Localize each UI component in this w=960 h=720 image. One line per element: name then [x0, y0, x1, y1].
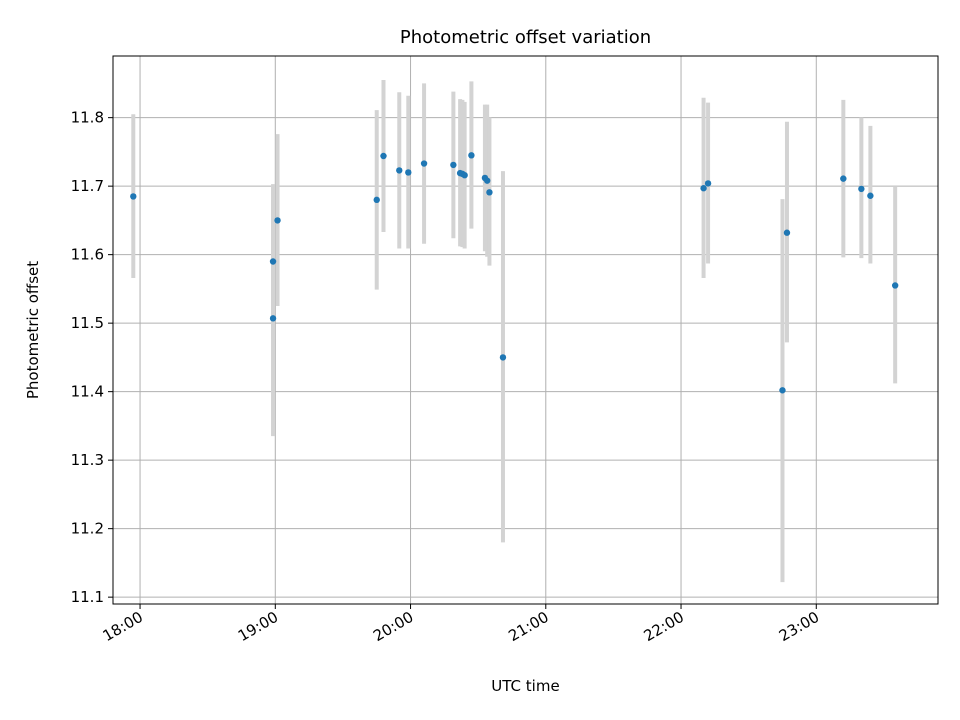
- data-points: [130, 152, 899, 394]
- data-point: [858, 185, 865, 193]
- data-point: [704, 180, 712, 187]
- y-tick-label: 11.8: [71, 109, 104, 127]
- data-point: [891, 282, 899, 289]
- chart-title: Photometric offset variation: [400, 27, 651, 48]
- y-axis-label: Photometric offset: [24, 261, 42, 399]
- plot-frame: [112, 55, 939, 605]
- data-point: [461, 171, 468, 179]
- data-point: [867, 192, 874, 199]
- grid: [113, 56, 938, 604]
- y-axis: 11.1 11.2 11.3 11.4 11.5 11.6 11.7 11.8: [71, 109, 113, 606]
- data-point: [468, 152, 475, 159]
- data-point: [499, 354, 507, 361]
- data-point: [779, 387, 786, 394]
- data-point: [405, 169, 412, 176]
- y-tick-label: 11.3: [71, 451, 104, 469]
- y-tick-label: 11.6: [71, 246, 104, 264]
- y-tick-label: 11.2: [71, 520, 104, 538]
- y-tick-label: 11.1: [71, 588, 104, 606]
- data-point: [783, 229, 791, 236]
- data-point: [450, 161, 457, 169]
- y-tick-label: 11.5: [71, 314, 104, 332]
- data-point: [130, 193, 137, 200]
- y-tick-label: 11.7: [71, 177, 104, 195]
- x-axis-label: UTC time: [491, 677, 559, 695]
- data-point: [486, 189, 493, 196]
- data-point: [840, 175, 847, 182]
- data-point: [380, 152, 387, 160]
- y-tick-label: 11.4: [71, 383, 104, 401]
- data-point: [274, 217, 281, 224]
- data-point: [483, 177, 491, 184]
- data-point: [269, 315, 277, 322]
- data-point: [373, 196, 380, 204]
- data-point: [700, 185, 707, 192]
- data-point: [420, 160, 428, 167]
- data-point: [396, 167, 403, 174]
- data-point: [269, 258, 277, 265]
